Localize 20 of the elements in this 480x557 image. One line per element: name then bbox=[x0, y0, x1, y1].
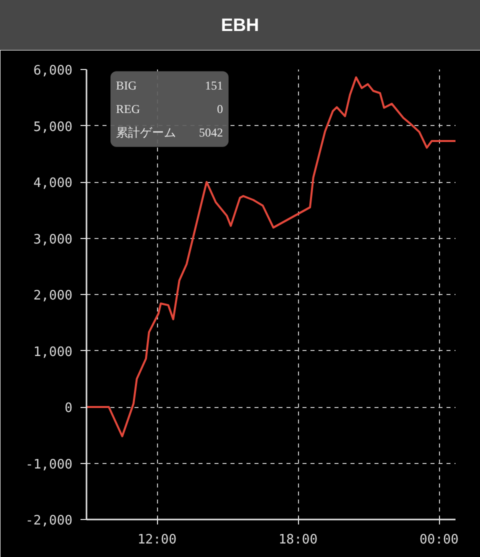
y-tick-label: 4,000 bbox=[33, 176, 73, 191]
y-tick-label: -1,000 bbox=[26, 457, 73, 472]
line-series bbox=[86, 76, 456, 438]
y-tick-label: 0 bbox=[64, 401, 72, 416]
y-tick-label: 6,000 bbox=[33, 64, 73, 78]
x-tick-label: 12:00 bbox=[137, 532, 177, 548]
annotation: 0 bbox=[217, 102, 224, 116]
annotation: 151 bbox=[205, 78, 224, 93]
y-tick-label: -2,000 bbox=[26, 514, 73, 528]
y-tick-label: 2,000 bbox=[33, 288, 73, 304]
annotation: BIG bbox=[116, 78, 138, 93]
x-tick-label: 18:00 bbox=[278, 532, 318, 548]
y-tick-label: 1,000 bbox=[33, 344, 73, 360]
y-tick-label: 5,000 bbox=[33, 120, 73, 135]
y-tick-label: 3,000 bbox=[33, 232, 73, 248]
annotation: REG bbox=[116, 102, 140, 116]
annotation: 累計ゲーム bbox=[116, 126, 176, 140]
annotation: 5042 bbox=[199, 126, 224, 140]
x-tick-label: 00:00 bbox=[419, 532, 459, 548]
chart-title: EBH bbox=[220, 14, 259, 37]
